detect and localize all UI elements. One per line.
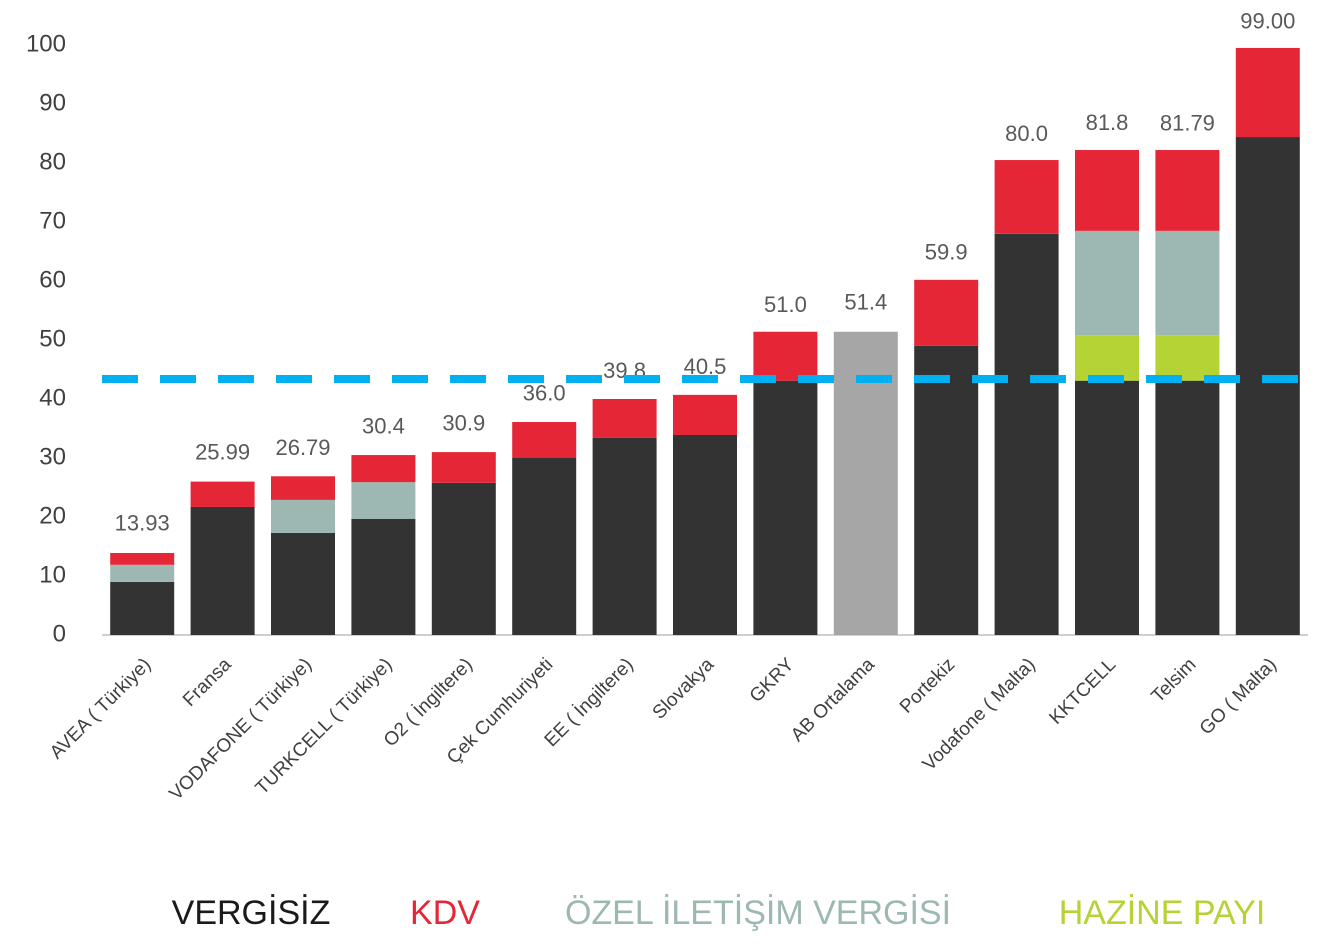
total-label: 40.5 [684, 354, 727, 379]
bar-segment [673, 394, 737, 435]
bar-segment [1075, 230, 1139, 336]
bar-segment [512, 422, 577, 458]
x-tick-label: GKRY [746, 654, 799, 707]
bar-segment [351, 518, 416, 635]
total-label: 81.79 [1160, 110, 1215, 135]
bar-segment [431, 452, 496, 483]
y-tick-label: 10 [39, 561, 66, 588]
x-tick-label: GO ( Malta) [1196, 654, 1281, 739]
bar-segment [1155, 150, 1220, 231]
bar-segment [1155, 230, 1220, 336]
bar-segment [110, 581, 175, 635]
bar-segment [1155, 335, 1220, 381]
y-tick-label: 60 [39, 266, 66, 293]
bar-segment [592, 437, 657, 635]
y-tick-label: 40 [39, 384, 66, 411]
total-label: 30.9 [442, 411, 485, 436]
y-tick-label: 70 [39, 207, 66, 234]
total-label: 36.0 [523, 380, 566, 405]
bar-segment [994, 160, 1059, 234]
bar-segment [1155, 380, 1220, 635]
bar-segment [1075, 150, 1139, 231]
total-label: 51.0 [764, 292, 807, 317]
bar-segment [271, 476, 335, 500]
x-tick-label: KKTCELL [1045, 654, 1120, 729]
bar-segment [431, 482, 496, 635]
x-tick-label: Telsim [1148, 654, 1201, 707]
bar-segment [351, 455, 416, 483]
x-tick-label: TURKCELL ( Türkiye) [252, 654, 397, 799]
y-tick-label: 90 [39, 89, 66, 116]
y-tick-label: 30 [39, 443, 66, 470]
total-label: 13.93 [115, 511, 170, 536]
y-tick-label: 20 [39, 502, 66, 529]
x-tick-label: VODAFONE ( Türkiye) [166, 654, 316, 804]
total-label: 30.4 [362, 413, 405, 438]
legend-label: KDV [410, 894, 480, 932]
x-tick-label: AVEA ( Türkiye) [46, 654, 155, 763]
x-tick-label: Slovakya [649, 654, 719, 724]
bar-segment [1075, 380, 1139, 635]
bar-segment [994, 233, 1059, 636]
bar-segment [512, 458, 577, 635]
total-label: 59.9 [925, 239, 968, 264]
total-label: 81.8 [1086, 110, 1129, 135]
legend-label: HAZİNE PAYI [1059, 894, 1266, 932]
legend-label: ÖZEL İLETİŞİM VERGİSİ [565, 894, 951, 932]
bar-segment [110, 552, 175, 565]
bar-segment [673, 434, 737, 635]
bar-segment [1075, 335, 1139, 381]
y-tick-label: 0 [53, 620, 66, 647]
y-tick-label: 100 [26, 30, 66, 57]
bar-segment [914, 345, 979, 635]
total-label: 26.79 [275, 435, 330, 460]
legend-label: VERGİSİZ [172, 894, 331, 932]
x-tick-label: Portekiz [896, 654, 959, 717]
bar-segment [271, 532, 335, 635]
x-tick-label: AB Ortalama [787, 654, 879, 746]
y-tick-label: 80 [39, 148, 66, 175]
bar-segment [753, 380, 818, 635]
bar-segment [110, 564, 175, 582]
bar-segment [190, 481, 255, 507]
bar-segment [914, 279, 979, 346]
total-label: 51.4 [844, 290, 887, 315]
total-label: 25.99 [195, 439, 250, 464]
total-label: 80.0 [1005, 121, 1048, 146]
bar-segment [1235, 137, 1300, 636]
bar-segment [592, 399, 657, 438]
y-tick-label: 50 [39, 325, 66, 352]
bar-segment [1235, 47, 1300, 138]
x-tick-label: Fransa [179, 654, 236, 711]
bar-segment [190, 506, 255, 635]
bar-segment [351, 482, 416, 519]
total-label: 99.00 [1240, 9, 1295, 34]
bar-segment [271, 499, 335, 533]
bar-segment [753, 331, 818, 381]
